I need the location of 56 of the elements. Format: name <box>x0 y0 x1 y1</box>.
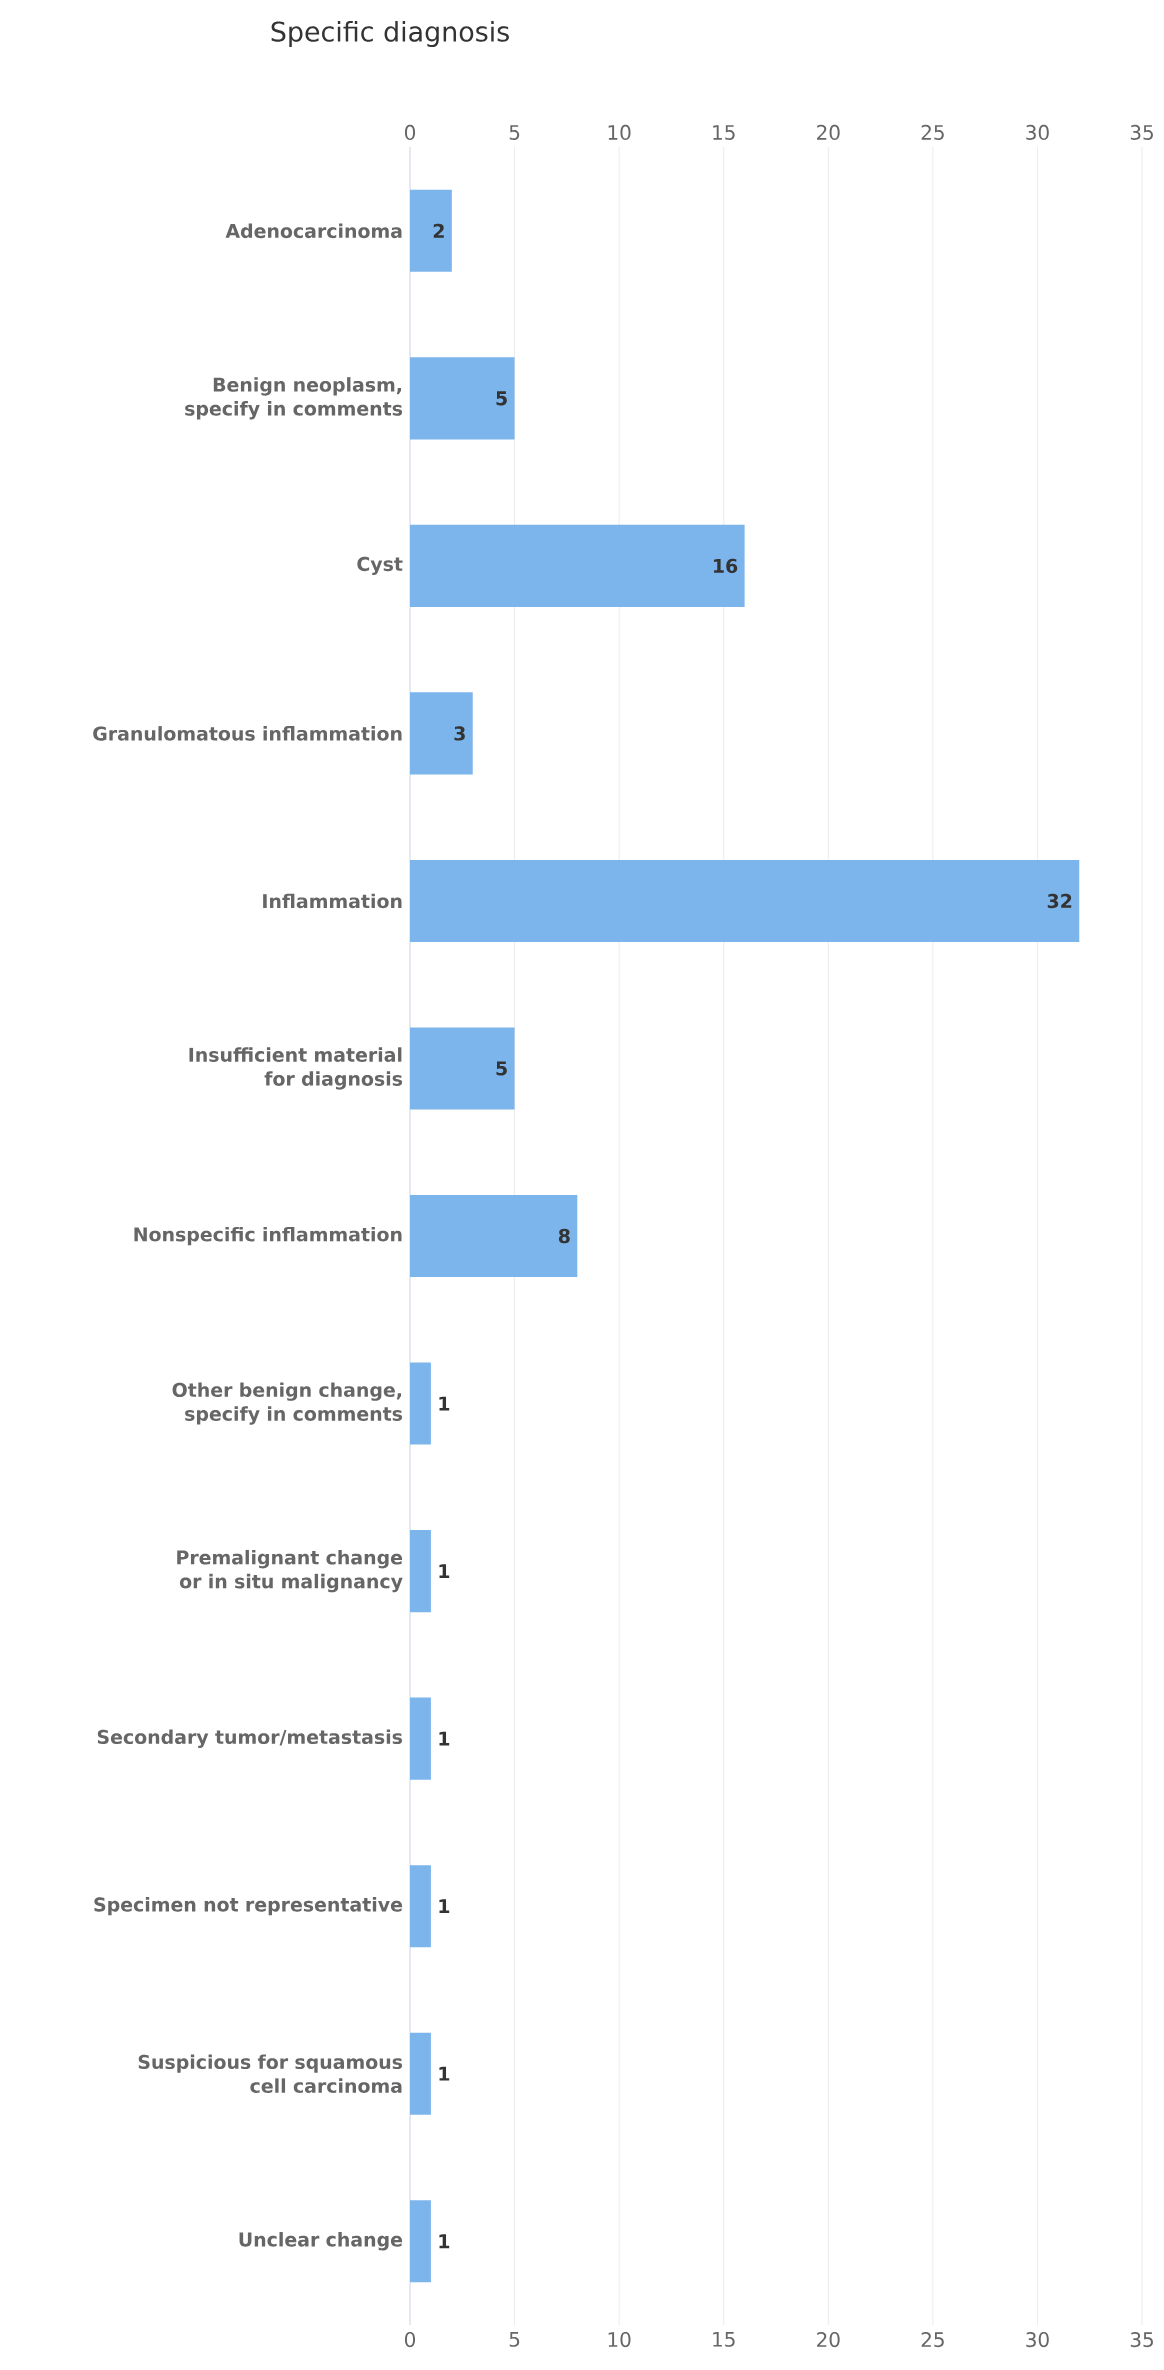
y-tick-label: Nonspecific inflammation <box>134 1226 402 1246</box>
data-label: 8 <box>558 1228 570 1244</box>
x-tick-label: 30 <box>1026 2332 1049 2348</box>
x-tick-label: 20 <box>817 2332 840 2348</box>
bar <box>410 357 515 440</box>
x2-tick-label: 35 <box>1130 124 1153 140</box>
bar <box>410 524 745 607</box>
bar <box>410 1027 515 1110</box>
bar <box>410 2200 431 2283</box>
data-label: 1 <box>439 2234 450 2249</box>
data-label: 1 <box>439 1899 450 1914</box>
x-tick-label: 15 <box>713 2332 735 2347</box>
x2-tick-label: 20 <box>817 124 840 140</box>
chart-title: Specific diagnosis <box>271 20 509 47</box>
y-tick-label: Granulomatous inflammation <box>93 726 402 741</box>
y-tick-label: Benign neoplasm, specify in comments <box>185 377 403 420</box>
bar <box>410 692 473 775</box>
x2-tick-label: 30 <box>1026 124 1049 140</box>
x-tick-label: 10 <box>608 2332 631 2348</box>
x2-tick-label: 10 <box>608 124 631 140</box>
data-label: 2 <box>433 223 444 238</box>
bar <box>410 1362 431 1445</box>
x-tick-label: 25 <box>921 2332 944 2348</box>
bar <box>410 859 1080 942</box>
data-label: 1 <box>439 1396 450 1411</box>
y-tick-label: Insufficient material for diagnosis <box>189 1047 403 1090</box>
data-label: 1 <box>439 1564 450 1579</box>
x2-tick-label: 5 <box>509 125 520 140</box>
y-tick-label: Cyst <box>357 556 403 575</box>
y-tick-label: Inflammation <box>263 893 402 909</box>
y-tick-label: Specimen not representative <box>94 1897 403 1916</box>
y-tick-label: Unclear change <box>239 2232 403 2251</box>
data-label: 16 <box>714 558 738 574</box>
x-tick-label: 0 <box>404 2332 416 2348</box>
x2-tick-label: 0 <box>404 124 416 140</box>
bar <box>410 1194 578 1278</box>
y-tick-label: Other benign change, specify in comments <box>172 1382 403 1425</box>
data-label: 1 <box>439 2066 450 2081</box>
x2-tick-label: 15 <box>713 125 735 140</box>
y-tick-label: Suspicious for squamous cell carcinoma <box>138 2054 403 2094</box>
y-tick-label: Premalignant change or in situ malignancy <box>177 1549 403 1593</box>
bar <box>410 1697 431 1780</box>
x-tick-label: 5 <box>509 2332 520 2347</box>
y-tick-label: Secondary tumor/metastasis <box>97 1729 403 1748</box>
data-label: 5 <box>496 391 507 406</box>
bar <box>410 1865 431 1948</box>
bar <box>410 1530 431 1613</box>
data-label: 1 <box>439 1731 450 1746</box>
data-label: 5 <box>496 1061 507 1076</box>
bar <box>410 189 452 272</box>
bar <box>410 2032 431 2115</box>
x2-tick-label: 25 <box>921 124 944 140</box>
data-label: 32 <box>1047 893 1072 909</box>
x-tick-label: 35 <box>1130 2332 1153 2348</box>
data-label: 3 <box>454 726 465 741</box>
y-tick-label: Adenocarcinoma <box>225 223 402 239</box>
